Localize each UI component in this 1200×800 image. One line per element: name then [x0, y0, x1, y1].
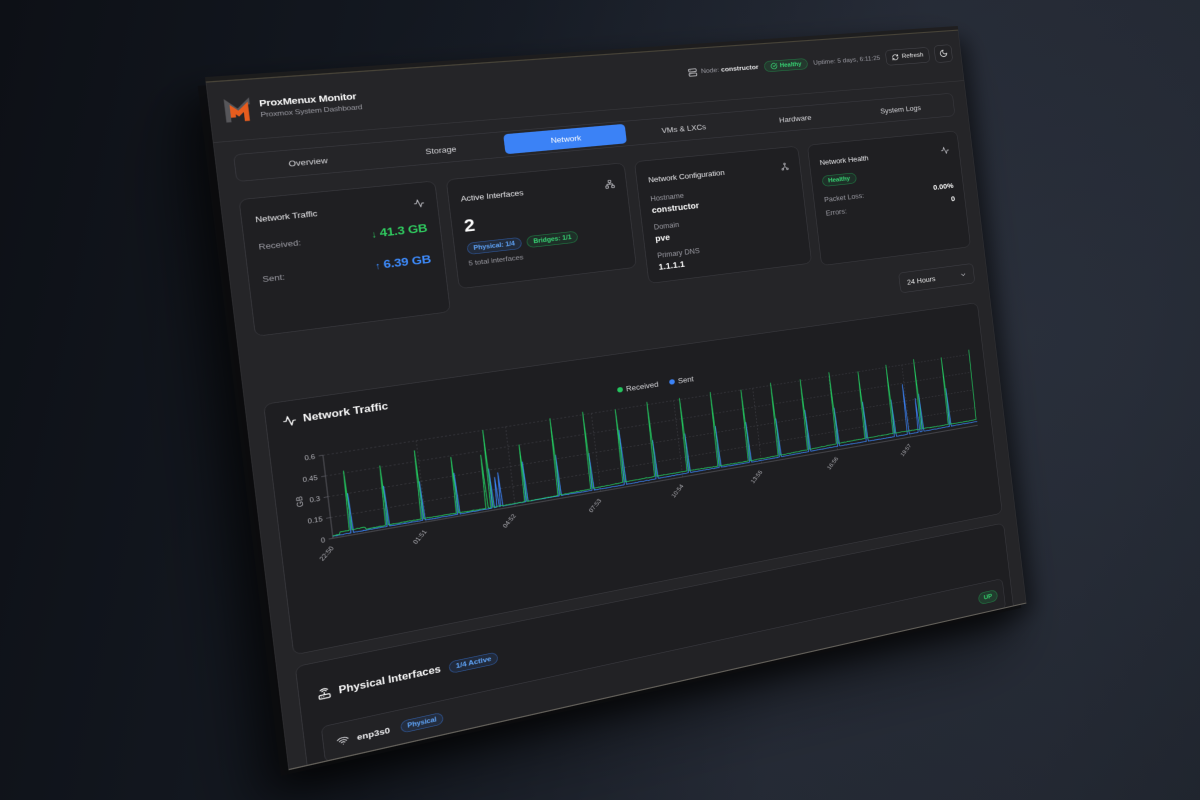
svg-text:0.15: 0.15 [307, 515, 323, 525]
svg-text:GB: GB [294, 495, 306, 508]
svg-text:0.6: 0.6 [304, 453, 316, 462]
svg-text:0: 0 [320, 536, 325, 545]
svg-text:01:51: 01:51 [412, 529, 429, 546]
svg-text:22:50: 22:50 [318, 545, 336, 562]
svg-text:19:57: 19:57 [899, 443, 912, 458]
svg-text:13:55: 13:55 [750, 469, 764, 484]
svg-text:04:52: 04:52 [501, 513, 517, 529]
svg-text:16:56: 16:56 [826, 456, 840, 471]
svg-text:10:54: 10:54 [670, 483, 685, 499]
svg-text:0.3: 0.3 [309, 495, 321, 505]
svg-text:0.45: 0.45 [302, 474, 318, 484]
svg-text:07:53: 07:53 [588, 498, 604, 514]
